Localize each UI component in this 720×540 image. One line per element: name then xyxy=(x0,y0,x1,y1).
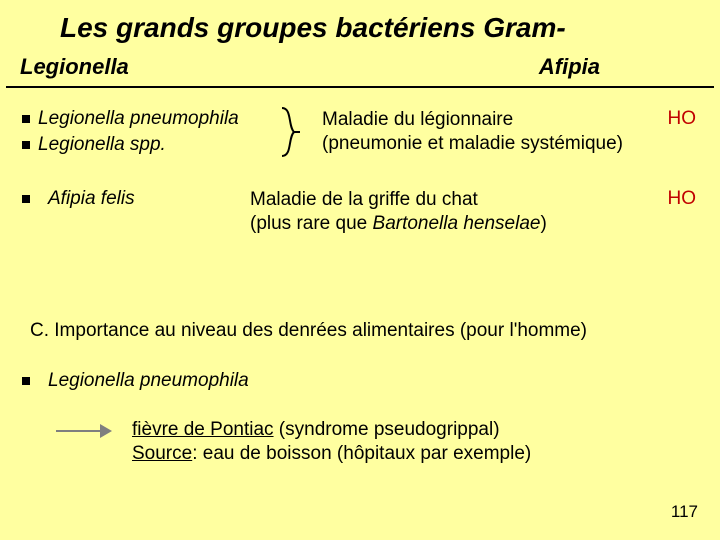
subhead-afipia: Afipia xyxy=(539,54,600,80)
arrow-icon xyxy=(56,424,112,438)
bullet-icon xyxy=(22,141,30,149)
group-afipia-desc: Maladie de la griffe du chat (plus rare … xyxy=(250,188,547,236)
list-item: Legionella pneumophila xyxy=(22,370,249,392)
pontiac-text: fièvre de Pontiac (syndrome pseudogrippa… xyxy=(132,418,531,466)
list-item-label: Legionella spp. xyxy=(38,134,166,156)
list-item-label: Legionella pneumophila xyxy=(48,370,249,392)
list-item-label: Legionella pneumophila xyxy=(38,108,239,130)
group-c-list: Legionella pneumophila xyxy=(22,370,249,396)
bullet-icon xyxy=(22,377,30,385)
horizontal-rule xyxy=(6,86,714,88)
bullet-icon xyxy=(22,195,30,203)
page-title: Les grands groupes bactériens Gram- xyxy=(60,12,700,44)
section-c-heading: C. Importance au niveau des denrées alim… xyxy=(30,320,700,342)
brace-icon xyxy=(280,106,302,158)
group-legionella-desc: Maladie du légionnaire (pneumonie et mal… xyxy=(322,108,700,156)
tag-ho: HO xyxy=(668,188,697,210)
subhead-row: Legionella Afipia xyxy=(20,54,700,94)
slide: Les grands groupes bactériens Gram- Legi… xyxy=(0,0,720,540)
subhead-legionella: Legionella xyxy=(20,54,129,80)
bullet-icon xyxy=(22,115,30,123)
list-item-label: Afipia felis xyxy=(48,188,135,210)
tag-ho: HO xyxy=(668,108,697,130)
page-number: 117 xyxy=(671,502,698,522)
